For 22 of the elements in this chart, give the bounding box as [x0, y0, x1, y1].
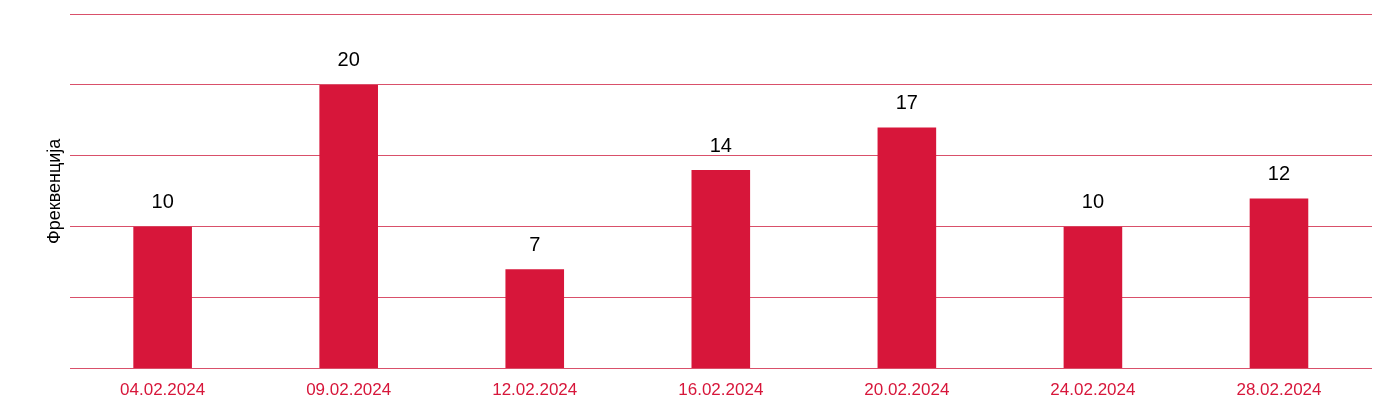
bar	[1063, 226, 1123, 369]
x-tick-label: 16.02.2024	[678, 380, 764, 400]
data-label: 7	[529, 232, 541, 255]
bar	[691, 170, 751, 369]
data-label: 12	[1267, 161, 1291, 184]
data-label: 17	[895, 90, 918, 113]
x-tick-label: 28.02.2024	[1236, 380, 1322, 400]
bar	[319, 84, 378, 369]
x-tick-label: 20.02.2024	[864, 380, 950, 400]
data-label: 14	[709, 133, 732, 156]
data-label: 10	[1081, 190, 1105, 213]
x-tick-label: 09.02.2024	[306, 380, 392, 400]
bar	[1249, 198, 1309, 369]
bar	[505, 269, 565, 369]
bar	[877, 127, 937, 369]
x-tick-label: 12.02.2024	[492, 380, 578, 400]
bar	[133, 226, 192, 369]
y-axis-title: Фреквенција	[43, 137, 64, 244]
data-label: 10	[151, 190, 174, 213]
x-tick-label: 04.02.2024	[120, 380, 206, 400]
x-tick-label: 24.02.2024	[1050, 380, 1136, 400]
data-label: 20	[337, 48, 360, 71]
